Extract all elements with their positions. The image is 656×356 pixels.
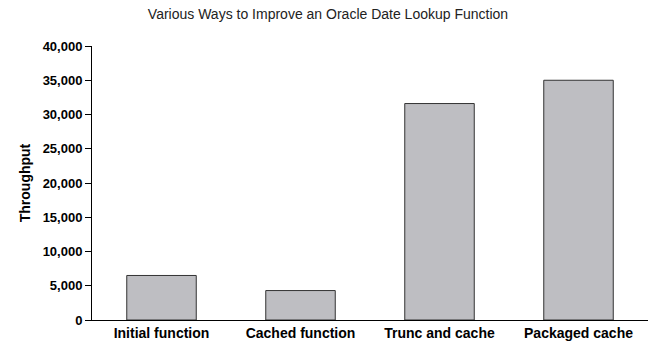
svg-text:10,000: 10,000 — [43, 244, 83, 259]
svg-text:15,000: 15,000 — [43, 210, 83, 225]
svg-text:Cached function: Cached function — [246, 325, 356, 341]
svg-text:Throughput: Throughput — [17, 143, 33, 222]
svg-text:40,000: 40,000 — [43, 39, 83, 54]
svg-text:30,000: 30,000 — [43, 107, 83, 122]
svg-text:Trunc and cache: Trunc and cache — [384, 325, 495, 341]
svg-text:Packaged cache: Packaged cache — [524, 325, 633, 341]
svg-text:5,000: 5,000 — [50, 278, 83, 293]
svg-text:35,000: 35,000 — [43, 73, 83, 88]
svg-text:20,000: 20,000 — [43, 176, 83, 191]
svg-text:Initial function: Initial function — [114, 325, 210, 341]
svg-text:25,000: 25,000 — [43, 141, 83, 156]
svg-text:0: 0 — [75, 313, 82, 328]
svg-text:Various Ways to Improve an Ora: Various Ways to Improve an Oracle Date L… — [148, 6, 508, 22]
